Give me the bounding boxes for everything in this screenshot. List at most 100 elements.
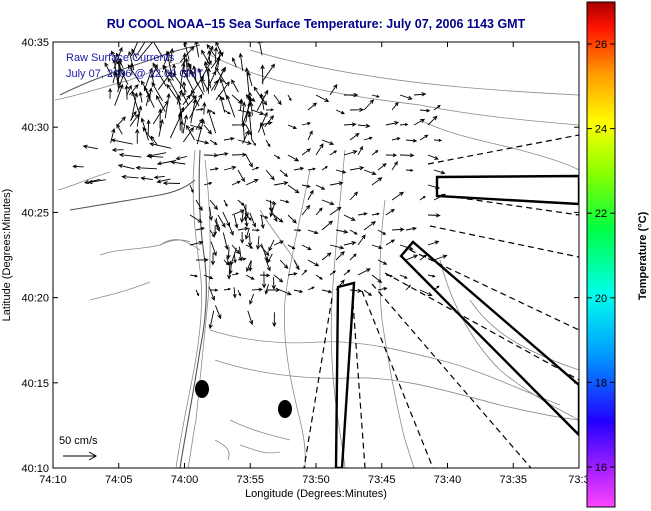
current-arrow: [363, 99, 375, 111]
current-arrow: [182, 114, 189, 134]
sector-line-dashed: [384, 272, 579, 381]
current-arrow: [269, 207, 278, 223]
current-arrow: [175, 155, 188, 161]
current-arrow: [169, 47, 175, 64]
current-arrow: [357, 123, 371, 129]
current-arrow: [405, 226, 417, 231]
current-arrow: [287, 244, 296, 250]
current-arrow: [231, 122, 247, 128]
current-arrow: [321, 252, 332, 261]
current-arrow: [329, 181, 344, 186]
current-arrow: [265, 108, 275, 112]
current-arrow: [357, 212, 368, 216]
current-arrow: [405, 254, 419, 261]
x-axis-label: Longitude (Degrees:Minutes): [245, 488, 387, 500]
current-arrow: [371, 212, 380, 216]
current-arrow: [251, 166, 260, 171]
current-arrow: [405, 284, 411, 291]
current-arrow: [329, 244, 345, 250]
current-arrow: [223, 287, 232, 291]
current-arrow: [267, 253, 273, 264]
current-arrow: [135, 165, 157, 170]
current-arrow: [259, 244, 270, 257]
current-arrow: [279, 169, 289, 177]
x-tick-label: 73:50: [302, 474, 330, 486]
colorbar-label: Temperature (°C): [637, 211, 649, 300]
current-arrow: [349, 107, 365, 112]
current-arrow: [232, 287, 237, 299]
current-arrow: [210, 252, 216, 266]
current-arrow: [251, 139, 256, 147]
current-arrow: [259, 273, 271, 278]
current-arrow: [233, 214, 239, 229]
current-arrow: [251, 228, 261, 232]
current-arrow: [344, 92, 359, 98]
current-arrow: [321, 220, 333, 231]
current-arrow: [273, 94, 282, 106]
current-arrow: [226, 94, 236, 118]
current-arrow: [343, 214, 356, 221]
current-arrow: [293, 166, 305, 171]
colorbar-tick-label: 24: [595, 124, 607, 136]
current-arrow: [272, 312, 277, 328]
current-arrow: [114, 83, 124, 106]
current-arrow: [315, 184, 326, 190]
current-arrow: [427, 240, 440, 246]
current-arrow: [137, 42, 156, 60]
current-arrow: [241, 101, 247, 122]
current-arrow: [287, 214, 297, 224]
current-arrow: [357, 145, 364, 156]
current-arrow: [126, 84, 132, 96]
current-arrow: [217, 214, 226, 228]
x-tick-label: 74:00: [171, 474, 199, 486]
current-arrow: [207, 108, 217, 134]
current-arrow: [243, 204, 248, 222]
current-arrow: [240, 231, 245, 244]
y-tick-label: 40:25: [21, 207, 49, 219]
current-arrow: [307, 229, 319, 235]
current-arrow: [143, 67, 153, 91]
current-arrow: [264, 284, 269, 295]
current-arrow: [215, 81, 230, 101]
current-arrow: [301, 184, 311, 188]
current-arrow: [343, 269, 351, 276]
current-arrow: [203, 181, 213, 186]
current-arrow: [301, 269, 308, 276]
colorbar-tick-label: 22: [595, 208, 607, 220]
current-arrow: [130, 92, 139, 121]
current-arrow: [83, 178, 101, 185]
current-arrow: [237, 139, 252, 145]
current-arrow: [194, 42, 200, 58]
current-arrow: [233, 254, 237, 264]
current-arrow: [363, 136, 373, 141]
current-arrow: [259, 214, 269, 219]
current-arrow: [203, 274, 214, 280]
x-axis: 74:10 74:05 74:00 73:55 73:50 73:45 73:40 73:35…: [39, 42, 590, 486]
current-arrow: [287, 154, 300, 162]
current-arrow: [268, 239, 275, 252]
current-arrow: [343, 150, 358, 156]
current-arrow: [245, 274, 255, 280]
current-arrow: [182, 68, 195, 94]
current-arrow: [222, 211, 231, 228]
current-arrow: [118, 152, 142, 158]
current-arrow: [433, 104, 441, 111]
current-arrow: [357, 234, 366, 246]
current-arrow: [184, 57, 189, 78]
map-background: [53, 42, 579, 468]
current-arrow: [427, 115, 438, 126]
current-arrow: [399, 153, 415, 158]
colorbar-gradient: [586, 1, 616, 508]
current-arrow: [260, 215, 265, 230]
current-arrow: [419, 195, 426, 201]
current-arrow: [82, 144, 98, 150]
current-arrow: [130, 42, 139, 57]
current-arrow: [87, 179, 106, 185]
current-arrow: [249, 212, 257, 228]
current-arrow: [273, 181, 289, 186]
current-arrow: [405, 138, 418, 143]
current-arrow: [209, 199, 219, 211]
current-arrow: [307, 102, 318, 111]
current-arrow: [427, 154, 439, 160]
current-arrow: [245, 154, 253, 168]
